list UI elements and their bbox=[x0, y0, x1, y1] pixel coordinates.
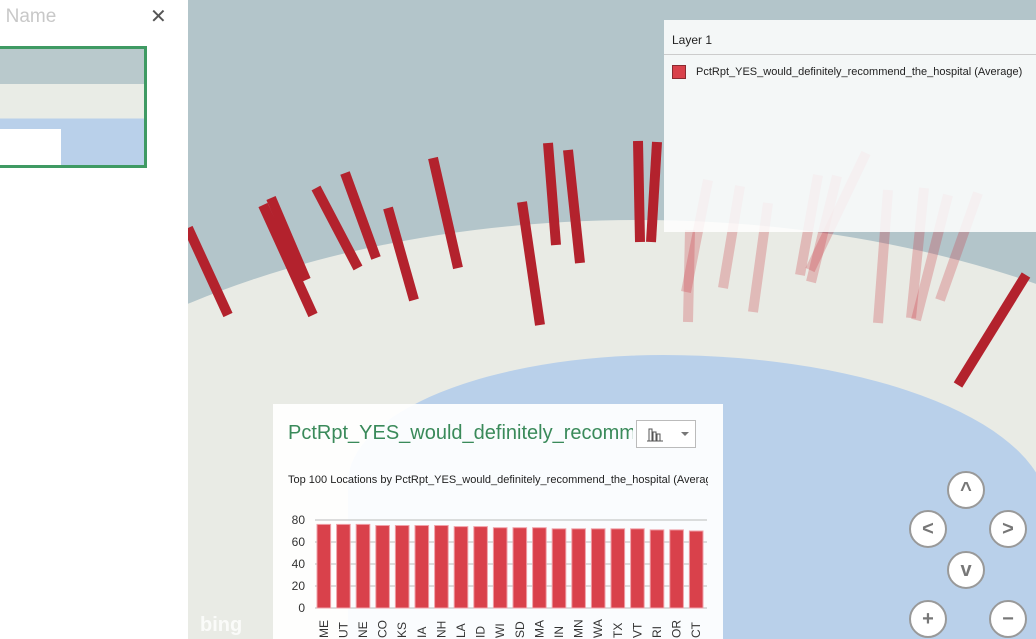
x-tick-label: SD bbox=[513, 621, 527, 638]
map-column bbox=[383, 206, 419, 302]
thumbnail-chart bbox=[0, 129, 61, 165]
bar-IN[interactable] bbox=[551, 528, 567, 609]
map-column bbox=[563, 149, 585, 264]
x-tick-label: MA bbox=[532, 620, 546, 638]
x-tick-label: UT bbox=[336, 621, 350, 638]
map-column bbox=[188, 225, 233, 318]
x-tick-label: IN bbox=[552, 626, 566, 638]
map-column bbox=[683, 229, 695, 323]
x-tick-label: KS bbox=[395, 622, 409, 638]
bar-OR[interactable] bbox=[669, 529, 684, 609]
legend-label: PctRpt_YES_would_definitely_recommend_th… bbox=[696, 66, 1023, 78]
bar-ID[interactable] bbox=[473, 526, 488, 609]
legend-swatch bbox=[672, 65, 686, 79]
map-column bbox=[543, 142, 561, 246]
x-tick-label: CT bbox=[689, 621, 703, 638]
scene-thumbnail[interactable] bbox=[0, 46, 147, 168]
x-tick-label: VT bbox=[630, 622, 644, 638]
bar-chart-icon bbox=[647, 428, 689, 442]
chart-title: PctRpt_YES_would_definitely_recommend_th… bbox=[288, 422, 633, 444]
x-tick-label: WI bbox=[493, 623, 507, 638]
map-column bbox=[266, 196, 311, 282]
x-tick-label: ID bbox=[474, 626, 488, 638]
chart-panel: PctRpt_YES_would_definitely_recommend_th… bbox=[273, 404, 723, 639]
map-column bbox=[953, 272, 1031, 388]
y-tick-label: 40 bbox=[292, 557, 306, 571]
legend-layer-title: Layer 1 bbox=[672, 33, 713, 47]
x-tick-label: RI bbox=[650, 626, 664, 638]
y-tick-label: 20 bbox=[292, 579, 306, 593]
bar-WA[interactable] bbox=[590, 528, 606, 609]
x-tick-label: ME bbox=[317, 620, 331, 638]
bar-CO[interactable] bbox=[375, 525, 390, 609]
x-tick-label: MN bbox=[572, 619, 586, 638]
scene-name-title: r Name bbox=[0, 6, 57, 27]
bar-LA[interactable] bbox=[453, 526, 469, 609]
bar-WI[interactable] bbox=[492, 527, 508, 609]
chart-subtitle: Top 100 Locations by PctRpt_YES_would_de… bbox=[288, 474, 708, 486]
x-tick-label: OR bbox=[670, 620, 684, 638]
map-columns bbox=[188, 140, 1031, 388]
bar-CT[interactable] bbox=[688, 530, 704, 609]
map-column bbox=[517, 201, 545, 326]
legend-divider bbox=[664, 54, 1036, 55]
bar-KS[interactable] bbox=[394, 525, 410, 609]
map-column bbox=[340, 171, 381, 260]
map-column bbox=[311, 185, 363, 271]
bar-MN[interactable] bbox=[571, 528, 586, 609]
map-column bbox=[633, 140, 645, 243]
chart-type-dropdown[interactable] bbox=[636, 420, 696, 448]
x-tick-label: TX bbox=[611, 623, 625, 638]
x-tick-label: IA bbox=[415, 627, 429, 638]
bar-UT[interactable] bbox=[336, 523, 351, 609]
rotate-right-button[interactable]: > bbox=[989, 510, 1027, 548]
zoom-out-button[interactable]: − bbox=[989, 600, 1027, 638]
x-tick-label: NH bbox=[434, 621, 448, 638]
x-tick-label: WA bbox=[591, 619, 605, 638]
y-tick-label: 60 bbox=[292, 535, 306, 549]
bar-IA[interactable] bbox=[414, 525, 430, 609]
bar-VT[interactable] bbox=[630, 528, 645, 609]
legend-panel: Layer 1 PctRpt_YES_would_definitely_reco… bbox=[664, 20, 1036, 232]
close-icon[interactable]: ✕ bbox=[150, 6, 167, 28]
tilt-up-button[interactable]: ^ bbox=[947, 471, 985, 509]
bar-NH[interactable] bbox=[434, 525, 449, 609]
bing-logo: bing bbox=[200, 614, 243, 636]
map-column bbox=[258, 202, 318, 318]
x-tick-label: NE bbox=[356, 621, 370, 638]
x-tick-label: CO bbox=[376, 620, 390, 638]
map-column bbox=[646, 141, 662, 243]
x-tick-label: LA bbox=[454, 623, 468, 638]
chevron-down-icon bbox=[681, 432, 689, 436]
y-tick-label: 80 bbox=[292, 513, 306, 527]
map-column bbox=[428, 156, 463, 270]
tour-panel: r Name ✕ bbox=[0, 0, 188, 639]
bar-RI[interactable] bbox=[649, 529, 665, 609]
y-tick-label: 0 bbox=[298, 601, 305, 615]
bar-ME[interactable] bbox=[316, 523, 332, 609]
bar-TX[interactable] bbox=[610, 528, 626, 609]
bar-SD[interactable] bbox=[512, 527, 528, 609]
tilt-down-button[interactable]: v bbox=[947, 551, 985, 589]
bar-MA[interactable] bbox=[532, 527, 547, 609]
bar-chart: 0 20 40 60 80 ME UT NE CO KS IA NH LA ID WI SD MA IN MN WA T… bbox=[292, 513, 707, 638]
bar-NE[interactable] bbox=[355, 523, 371, 609]
zoom-in-button[interactable]: + bbox=[909, 600, 947, 638]
rotate-left-button[interactable]: < bbox=[909, 510, 947, 548]
